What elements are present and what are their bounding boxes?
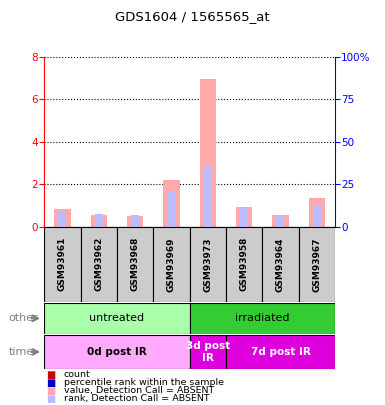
Text: GSM93958: GSM93958 (239, 237, 249, 292)
Text: GSM93969: GSM93969 (167, 237, 176, 292)
Text: count: count (64, 370, 90, 379)
Text: other: other (8, 313, 38, 323)
Bar (44, 335, 190, 369)
Bar (167, 192, 176, 227)
Text: ■: ■ (46, 370, 55, 379)
Bar (163, 180, 180, 227)
Bar (117, 227, 153, 302)
Text: GSM93964: GSM93964 (276, 237, 285, 292)
Text: GDS1604 / 1565565_at: GDS1604 / 1565565_at (115, 10, 270, 23)
Text: 3d post
IR: 3d post IR (186, 341, 230, 363)
Bar (190, 303, 335, 334)
Bar (226, 227, 262, 302)
Bar (95, 214, 103, 227)
Bar (59, 212, 67, 227)
Bar (226, 335, 335, 369)
Text: 7d post IR: 7d post IR (251, 347, 310, 357)
Text: percentile rank within the sample: percentile rank within the sample (64, 378, 224, 387)
Text: 0d post IR: 0d post IR (87, 347, 147, 357)
Bar (44, 227, 80, 302)
Bar (131, 215, 139, 227)
Text: time: time (8, 347, 34, 357)
Text: irradiated: irradiated (235, 313, 290, 323)
Bar (204, 166, 212, 227)
Text: ■: ■ (46, 394, 55, 404)
Bar (153, 227, 189, 302)
Bar (190, 335, 226, 369)
Text: GSM93967: GSM93967 (312, 237, 321, 292)
Bar (127, 216, 143, 227)
Text: GSM93961: GSM93961 (58, 237, 67, 292)
Bar (276, 215, 285, 227)
Text: GSM93962: GSM93962 (94, 237, 103, 292)
Bar (90, 215, 107, 227)
Bar (313, 205, 321, 227)
Bar (262, 227, 299, 302)
Bar (44, 303, 190, 334)
Text: ■: ■ (46, 378, 55, 388)
Bar (309, 198, 325, 227)
Text: GSM93973: GSM93973 (203, 237, 212, 292)
Bar (299, 227, 335, 302)
Bar (272, 215, 289, 227)
Text: GSM93968: GSM93968 (131, 237, 140, 292)
Bar (80, 227, 117, 302)
Text: untreated: untreated (89, 313, 144, 323)
Bar (190, 227, 226, 302)
Text: rank, Detection Call = ABSENT: rank, Detection Call = ABSENT (64, 394, 209, 403)
Text: value, Detection Call = ABSENT: value, Detection Call = ABSENT (64, 386, 214, 395)
Bar (240, 208, 248, 227)
Bar (236, 207, 252, 227)
Text: ■: ■ (46, 386, 55, 396)
Bar (54, 209, 70, 227)
Bar (199, 79, 216, 227)
